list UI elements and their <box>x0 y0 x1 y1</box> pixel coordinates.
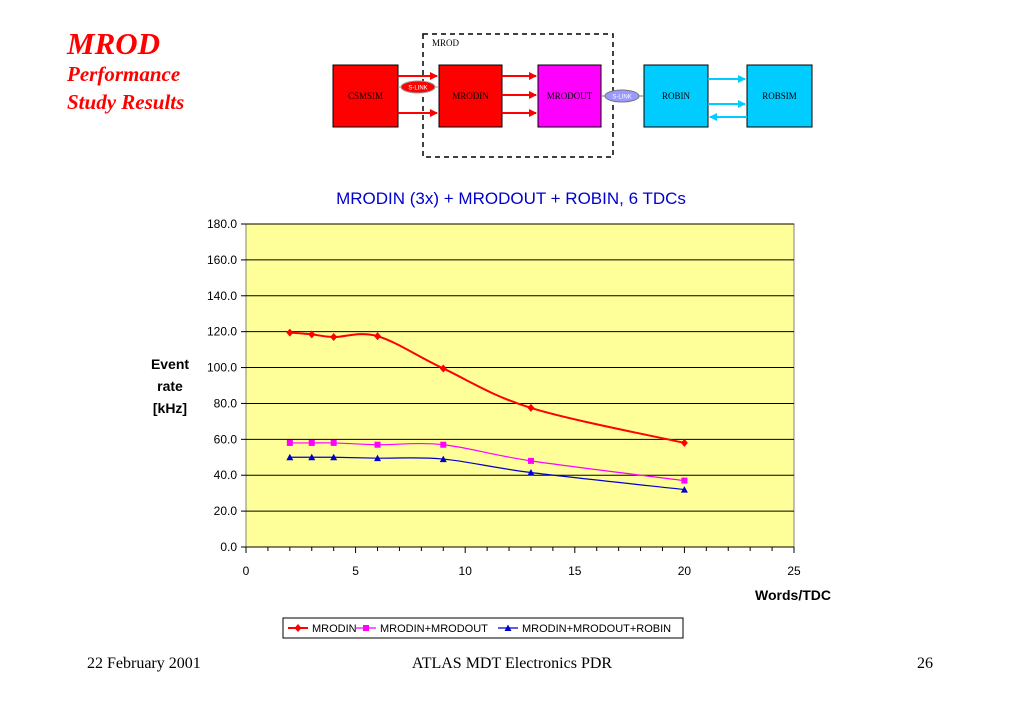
data-point <box>294 624 302 632</box>
series-group <box>286 328 688 493</box>
slide-title-main: MROD <box>67 26 161 61</box>
data-point <box>330 439 337 446</box>
data-point <box>330 453 338 461</box>
legend-box <box>282 617 684 639</box>
legend-label: MRODIN+MRODOUT <box>380 623 488 635</box>
y-axis: 0.0 20.0 40.0 60.0 80.0 100.0 120.0 140.0 160.0 1… <box>207 217 246 554</box>
x-axis-label: Words/TDC <box>755 587 831 603</box>
y-axis-label-line1: Event <box>151 356 189 372</box>
data-point <box>286 328 294 337</box>
x-tick-label: 25 <box>787 564 801 578</box>
y-tick-label: 40.0 <box>214 468 238 482</box>
series-mrodin <box>286 328 688 447</box>
y-tick-label: 100.0 <box>207 361 237 375</box>
data-point <box>308 453 316 461</box>
legend-label: MRODIN+MRODOUT+ROBIN <box>522 623 671 635</box>
slide-subtitle-line2: Study Results <box>67 90 185 114</box>
robin-block <box>643 64 709 128</box>
data-point <box>286 439 293 446</box>
data-point <box>439 364 447 373</box>
y-tick-label: 120.0 <box>207 325 237 339</box>
y-tick-label: 0.0 <box>220 540 237 554</box>
y-axis-label-line2: rate <box>157 378 183 394</box>
plot-area <box>245 223 795 548</box>
x-tick-label: 20 <box>678 564 692 578</box>
data-point <box>680 486 688 493</box>
data-point <box>374 454 382 462</box>
robsim-label: ROBSIM <box>762 91 797 101</box>
y-tick-label: 140.0 <box>207 289 237 303</box>
data-point <box>374 441 381 448</box>
mrodin-label: MRODIN <box>452 91 489 101</box>
data-point <box>527 457 534 464</box>
csmsim-block <box>332 64 399 128</box>
mrod-group-label: MROD <box>432 38 460 48</box>
data-point <box>308 330 316 339</box>
data-point <box>439 455 447 463</box>
legend-label: MRODIN <box>312 623 357 635</box>
y-tick-label: 80.0 <box>214 396 238 410</box>
csmsim-label: CSMSIM <box>348 91 383 101</box>
data-point <box>374 332 382 341</box>
series-mrodin-mrodout <box>286 439 688 484</box>
x-axis: 0 5 10 15 20 25 <box>243 546 801 578</box>
data-point <box>680 438 688 447</box>
mrodout-label: MRODOUT <box>547 91 593 101</box>
data-point <box>527 403 535 412</box>
slink-red-label: S-LINK <box>408 86 427 92</box>
data-point <box>363 625 369 631</box>
legend: MRODIN MRODIN+MRODOUT MRODIN+MRODOUT+ROBIN <box>282 617 684 639</box>
x-tick-label: 0 <box>243 564 250 578</box>
slink-blue-label: S-LINK <box>612 95 631 101</box>
data-point <box>286 453 294 461</box>
chart-title: MRODIN (3x) + MRODOUT + ROBIN, 6 TDCs <box>336 189 686 208</box>
data-point <box>330 333 338 342</box>
slide-title: MROD Performance Study Results <box>67 28 184 115</box>
mrod-group-box <box>422 33 614 158</box>
data-point <box>440 441 447 448</box>
y-axis-label-line3: [kHz] <box>153 400 187 416</box>
footer-page-number: 26 <box>917 655 933 672</box>
series-mrodin-mrodout-robin <box>286 453 688 493</box>
slide-subtitle-line1: Performance <box>67 62 181 86</box>
data-point <box>527 469 535 476</box>
y-tick-label: 160.0 <box>207 253 237 267</box>
robin-label: ROBIN <box>662 91 691 101</box>
data-point <box>681 477 688 484</box>
y-tick-label: 20.0 <box>214 504 238 518</box>
y-tick-label: 60.0 <box>214 432 238 446</box>
x-tick-label: 5 <box>352 564 359 578</box>
x-tick-label: 10 <box>459 564 473 578</box>
data-point <box>308 439 315 446</box>
data-point <box>504 624 512 631</box>
footer-event: ATLAS MDT Electronics PDR <box>411 655 613 672</box>
footer-date: 22 February 2001 <box>87 655 201 672</box>
x-tick-label: 15 <box>568 564 582 578</box>
robsim-block <box>746 64 813 128</box>
y-tick-label: 180.0 <box>207 217 237 231</box>
